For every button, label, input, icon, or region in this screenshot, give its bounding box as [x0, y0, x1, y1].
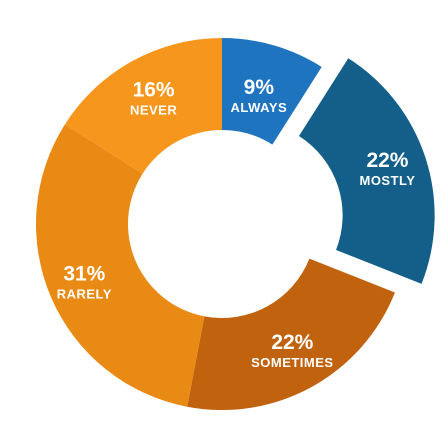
- slice-percent-label: 22%: [366, 149, 408, 172]
- slice-percent-label: 22%: [271, 331, 313, 354]
- slice-category-label: ALWAYS: [230, 100, 287, 115]
- donut-slice-rarely: [35, 124, 205, 407]
- slice-percent-label: 16%: [133, 79, 175, 102]
- slice-percent-label: 9%: [244, 76, 275, 99]
- slice-category-label: SOMETIMES: [251, 355, 334, 370]
- donut-slice-always: [222, 38, 322, 145]
- slice-category-label: NEVER: [130, 103, 177, 118]
- slice-category-label: RARELY: [57, 287, 112, 302]
- slice-percent-label: 31%: [63, 263, 105, 286]
- slice-category-label: MOSTLY: [359, 173, 415, 188]
- donut-slice-never: [64, 38, 222, 174]
- donut-slice-sometimes: [187, 258, 395, 410]
- donut-slice-mostly: [298, 58, 435, 284]
